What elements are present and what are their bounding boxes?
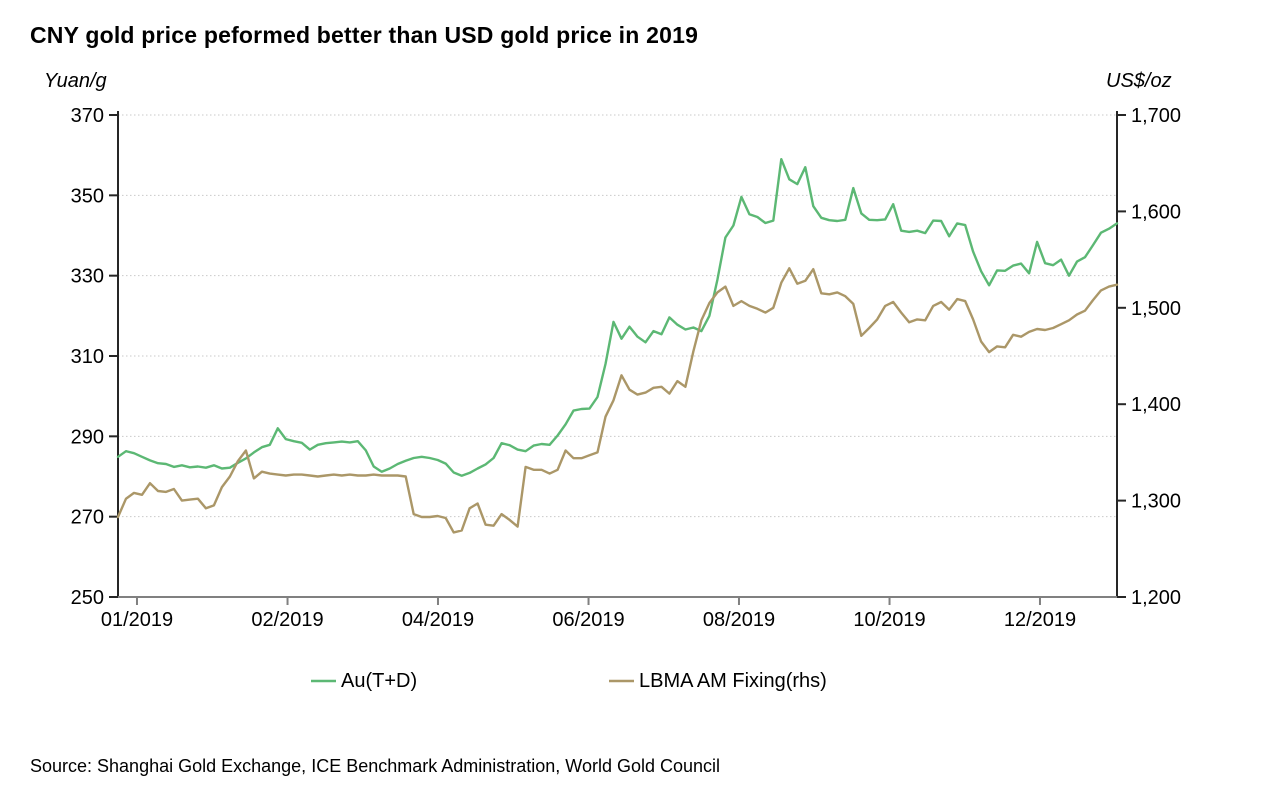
chart-title: CNY gold price peformed better than USD … [30,22,699,48]
source-note: Source: Shanghai Gold Exchange, ICE Benc… [30,756,721,776]
x-tick-label: 06/2019 [552,609,624,631]
x-tick-label: 10/2019 [853,609,925,631]
right-axis-unit-label: US$/oz [1106,70,1172,92]
left-tick-label: 330 [71,266,104,288]
left-tick-label: 350 [71,185,104,207]
right-tick-label: 1,400 [1131,394,1181,416]
chart-legend: Au(T+D) LBMA AM Fixing(rhs) [0,666,1269,698]
left-tick-label: 370 [71,105,104,127]
right-tick-label: 1,700 [1131,105,1181,127]
left-tick-label: 250 [71,587,104,609]
plot-area: 370 350 330 310 290 270 250 1,700 1,600 1,500 1,40… [71,105,1181,631]
x-tick-label: 04/2019 [402,609,474,631]
legend-item-au-td: Au(T+D) [310,666,417,696]
legend-item-lbma: LBMA AM Fixing(rhs) [608,666,827,696]
left-tick-label: 310 [71,346,104,368]
legend-marker-lbma [609,679,634,683]
x-tick-label: 08/2019 [703,609,775,631]
left-tick-label: 270 [71,507,104,529]
right-tick-label: 1,600 [1131,201,1181,223]
x-tick-label: 02/2019 [251,609,323,631]
left-axis-unit-label: Yuan/g [44,70,107,92]
legend-marker-au-td [311,679,336,683]
x-tick-label: 01/2019 [101,609,173,631]
legend-label-au-td: Au(T+D) [341,669,418,692]
right-tick-label: 1,300 [1131,491,1181,513]
series-line-au-t-d- [116,157,1119,477]
left-tick-label: 290 [71,426,104,448]
legend-label-lbma: LBMA AM Fixing(rhs) [639,669,827,692]
right-tick-label: 1,200 [1131,587,1181,609]
x-tick-label: 12/2019 [1004,609,1076,631]
right-tick-label: 1,500 [1131,298,1181,320]
series-line-lbma-am-fixing-rhs- [116,267,1119,534]
